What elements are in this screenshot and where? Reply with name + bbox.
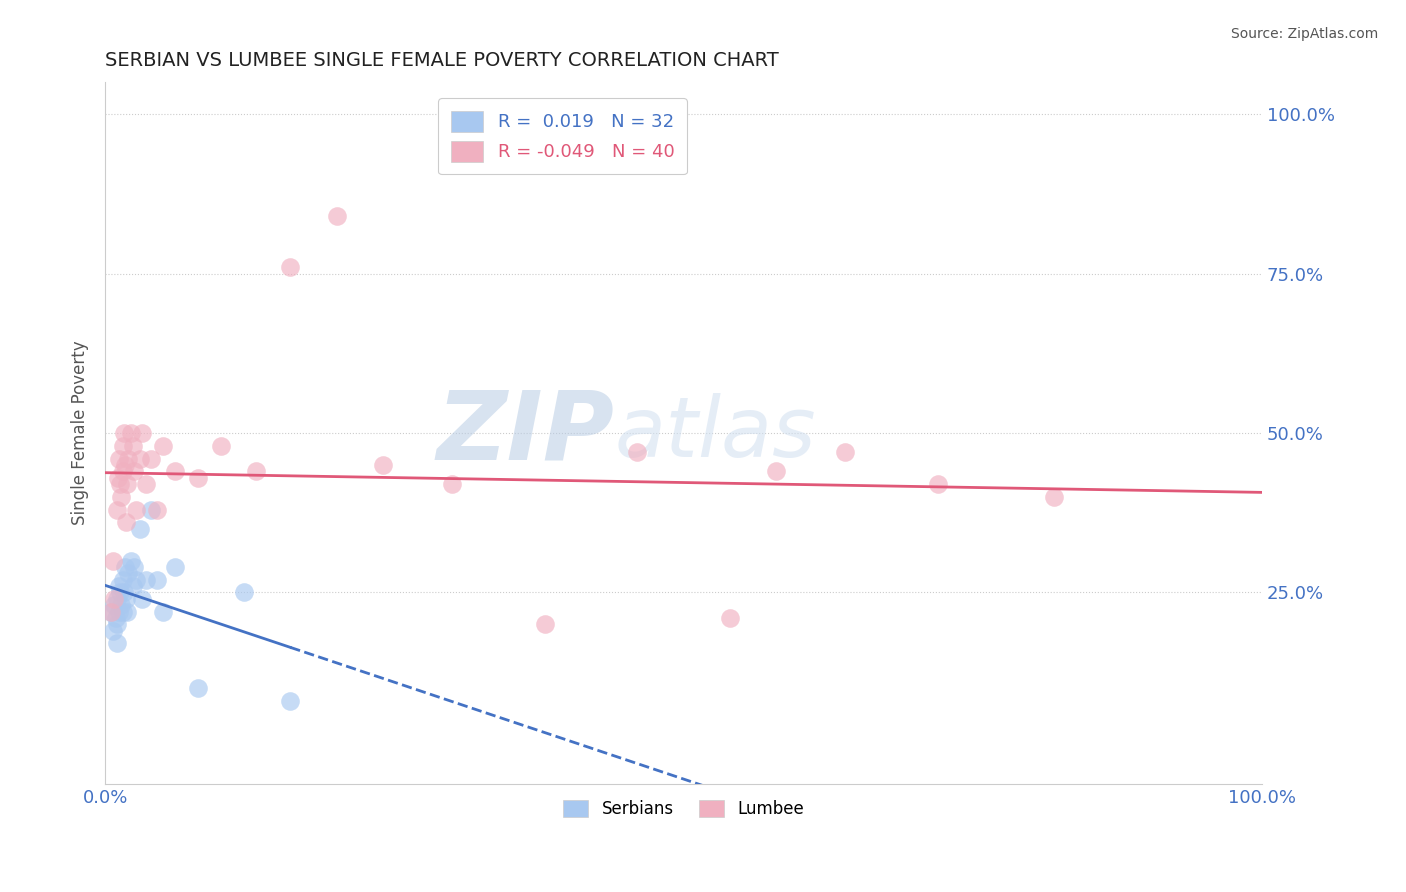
Point	[209, 439, 232, 453]
Point	[371, 458, 394, 472]
Point	[103, 598, 125, 612]
Point	[141, 502, 163, 516]
Point	[110, 585, 132, 599]
Point	[146, 573, 169, 587]
Point	[114, 458, 136, 472]
Point	[115, 477, 138, 491]
Point	[110, 490, 132, 504]
Point	[325, 209, 347, 223]
Point	[245, 464, 267, 478]
Point	[122, 439, 145, 453]
Point	[105, 591, 128, 606]
Point	[111, 605, 134, 619]
Point	[129, 522, 152, 536]
Point	[104, 611, 127, 625]
Point	[115, 605, 138, 619]
Point	[125, 502, 148, 516]
Point	[533, 617, 555, 632]
Point	[107, 471, 129, 485]
Point	[115, 516, 138, 530]
Text: SERBIAN VS LUMBEE SINGLE FEMALE POVERTY CORRELATION CHART: SERBIAN VS LUMBEE SINGLE FEMALE POVERTY …	[105, 51, 779, 70]
Point	[187, 471, 209, 485]
Point	[122, 560, 145, 574]
Point	[120, 425, 142, 440]
Point	[117, 451, 139, 466]
Point	[105, 617, 128, 632]
Point	[120, 553, 142, 567]
Point	[103, 591, 125, 606]
Y-axis label: Single Female Poverty: Single Female Poverty	[72, 341, 89, 525]
Point	[718, 611, 741, 625]
Point	[105, 502, 128, 516]
Point	[122, 579, 145, 593]
Point	[112, 425, 135, 440]
Point	[131, 425, 153, 440]
Point	[278, 260, 301, 275]
Point	[114, 560, 136, 574]
Point	[110, 477, 132, 491]
Legend: Serbians, Lumbee: Serbians, Lumbee	[557, 793, 810, 824]
Point	[108, 579, 131, 593]
Point	[117, 566, 139, 581]
Point	[108, 451, 131, 466]
Point	[441, 477, 464, 491]
Point	[163, 560, 186, 574]
Point	[111, 439, 134, 453]
Point	[100, 605, 122, 619]
Point	[125, 573, 148, 587]
Point	[765, 464, 787, 478]
Point	[122, 464, 145, 478]
Point	[187, 681, 209, 695]
Point	[111, 464, 134, 478]
Point	[108, 605, 131, 619]
Point	[129, 451, 152, 466]
Point	[131, 591, 153, 606]
Point	[103, 553, 125, 567]
Point	[152, 439, 174, 453]
Point	[626, 445, 648, 459]
Point	[927, 477, 949, 491]
Point	[112, 585, 135, 599]
Point	[141, 451, 163, 466]
Point	[103, 624, 125, 638]
Text: atlas: atlas	[614, 392, 815, 474]
Point	[115, 591, 138, 606]
Text: ZIP: ZIP	[436, 386, 614, 480]
Text: Source: ZipAtlas.com: Source: ZipAtlas.com	[1230, 27, 1378, 41]
Point	[152, 605, 174, 619]
Point	[233, 585, 256, 599]
Point	[105, 636, 128, 650]
Point	[111, 573, 134, 587]
Point	[110, 598, 132, 612]
Point	[1042, 490, 1064, 504]
Point	[163, 464, 186, 478]
Point	[135, 573, 157, 587]
Point	[146, 502, 169, 516]
Point	[834, 445, 856, 459]
Point	[135, 477, 157, 491]
Point	[100, 605, 122, 619]
Point	[278, 694, 301, 708]
